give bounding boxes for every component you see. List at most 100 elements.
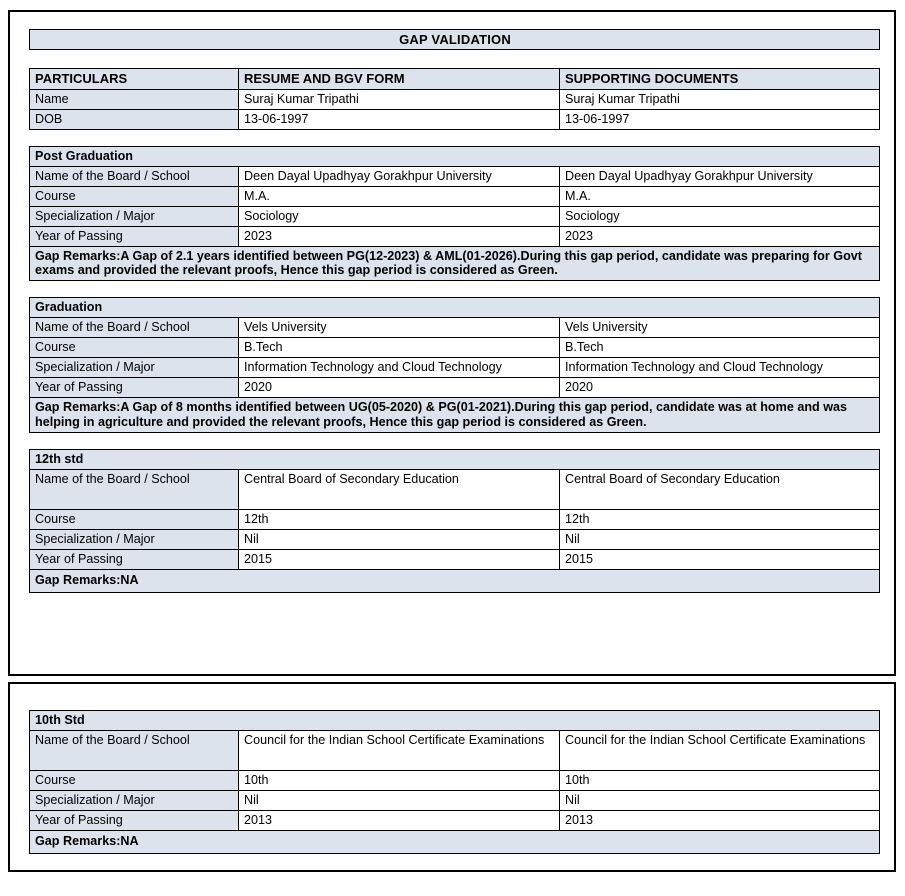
row-label-specialization: Specialization / Major	[29, 205, 239, 227]
table-row: Year of Passing 2023 2023	[29, 225, 881, 247]
table-row: Course 10th 10th	[29, 769, 881, 791]
cell-course-resume: B.Tech	[238, 337, 560, 359]
spacer	[29, 50, 875, 68]
section-heading: Post Graduation	[28, 145, 881, 167]
row-label-board: Name of the Board / School	[29, 317, 239, 339]
column-header-supporting: SUPPORTING DOCUMENTS	[559, 68, 880, 90]
table-row: Year of Passing 2013 2013	[29, 809, 881, 831]
cell-specialization-resume: Information Technology and Cloud Technol…	[238, 357, 560, 379]
cell-course-supporting: 12th	[558, 508, 881, 530]
row-label-year: Year of Passing	[29, 225, 239, 247]
table-row: Name of the Board / School Deen Dayal Up…	[29, 165, 881, 187]
cell-specialization-supporting: Sociology	[558, 205, 881, 227]
cell-board-resume: Central Board of Secondary Education	[238, 468, 560, 510]
cell-specialization-supporting: Nil	[558, 528, 881, 550]
column-header-resume: RESUME AND BGV FORM	[238, 68, 560, 90]
page-title: GAP VALIDATION	[29, 28, 880, 51]
cell-board-supporting: Central Board of Secondary Education	[558, 468, 881, 510]
table-row: Name of the Board / School Council for t…	[29, 729, 881, 771]
gap-remarks-row: Gap Remarks:A Gap of 8 months identified…	[28, 397, 881, 433]
cell-course-supporting: 10th	[558, 769, 881, 791]
cell-board-supporting: Vels University	[558, 317, 881, 339]
cell-name-resume: Suraj Kumar Tripathi	[238, 88, 560, 110]
cell-course-supporting: M.A.	[558, 185, 881, 207]
table-row: Specialization / Major Nil Nil	[29, 528, 881, 550]
particulars-table: PARTICULARS RESUME AND BGV FORM SUPPORTI…	[29, 68, 880, 130]
row-label-dob: DOB	[29, 108, 239, 130]
table-row: Year of Passing 2015 2015	[29, 548, 881, 570]
row-label-course: Course	[29, 508, 239, 530]
row-label-specialization: Specialization / Major	[29, 357, 239, 379]
table-row: Name of the Board / School Vels Universi…	[29, 317, 881, 339]
table-row: Name Suraj Kumar Tripathi Suraj Kumar Tr…	[29, 88, 880, 110]
section-heading-row: Post Graduation	[28, 145, 881, 167]
table-header-row: PARTICULARS RESUME AND BGV FORM SUPPORTI…	[29, 68, 880, 90]
cell-board-resume: Council for the Indian School Certificat…	[238, 729, 560, 771]
page-sheet-2: 10th Std Name of the Board / School Coun…	[8, 682, 896, 872]
row-label-board: Name of the Board / School	[29, 468, 239, 510]
gap-remarks-row: Gap Remarks:NA	[28, 568, 881, 593]
spacer	[29, 433, 875, 449]
gap-remarks: Gap Remarks:A Gap of 2.1 years identifie…	[28, 245, 881, 282]
row-label-name: Name	[29, 88, 239, 110]
cell-year-resume: 2020	[238, 377, 560, 399]
cell-board-supporting: Council for the Indian School Certificat…	[558, 729, 881, 771]
page-sheet-1: GAP VALIDATION PARTICULARS RESUME AND BG…	[8, 10, 896, 676]
section-heading-row: 10th Std	[28, 710, 881, 731]
cell-board-supporting: Deen Dayal Upadhyay Gorakhpur University	[558, 165, 881, 187]
gap-remarks: Gap Remarks:NA	[28, 568, 881, 593]
cell-specialization-resume: Nil	[238, 528, 560, 550]
row-label-course: Course	[29, 337, 239, 359]
cell-year-supporting: 2015	[558, 548, 881, 570]
cell-year-resume: 2023	[238, 225, 560, 247]
table-row: Course M.A. M.A.	[29, 185, 881, 207]
cell-specialization-resume: Sociology	[238, 205, 560, 227]
row-label-year: Year of Passing	[29, 377, 239, 399]
page-1-content: GAP VALIDATION PARTICULARS RESUME AND BG…	[10, 28, 894, 691]
gap-remarks-row: Gap Remarks:NA	[28, 829, 881, 854]
row-label-board: Name of the Board / School	[29, 165, 239, 187]
table-row: Specialization / Major Information Techn…	[29, 357, 881, 379]
cell-year-resume: 2013	[238, 809, 560, 831]
cell-dob-supporting: 13-06-1997	[559, 108, 880, 130]
section-table-graduation: Graduation Name of the Board / School Ve…	[28, 297, 881, 433]
spacer	[29, 130, 875, 146]
row-label-year: Year of Passing	[29, 809, 239, 831]
table-row: DOB 13-06-1997 13-06-1997	[29, 108, 880, 130]
column-header-particulars: PARTICULARS	[29, 68, 239, 90]
section-heading: 12th std	[28, 448, 881, 470]
cell-course-resume: 12th	[238, 508, 560, 530]
row-label-course: Course	[29, 185, 239, 207]
section-heading: Graduation	[28, 297, 881, 319]
table-row: GAP VALIDATION	[29, 28, 880, 51]
table-row: Name of the Board / School Central Board…	[29, 468, 881, 510]
cell-board-resume: Vels University	[238, 317, 560, 339]
cell-specialization-supporting: Information Technology and Cloud Technol…	[558, 357, 881, 379]
row-label-specialization: Specialization / Major	[29, 528, 239, 550]
cell-year-resume: 2015	[238, 548, 560, 570]
section-heading: 10th Std	[28, 710, 881, 731]
row-label-year: Year of Passing	[29, 548, 239, 570]
cell-board-resume: Deen Dayal Upadhyay Gorakhpur University	[238, 165, 560, 187]
cell-specialization-resume: Nil	[238, 789, 560, 811]
table-row: Course B.Tech B.Tech	[29, 337, 881, 359]
cell-course-resume: 10th	[238, 769, 560, 791]
cell-course-resume: M.A.	[238, 185, 560, 207]
section-table-10th: 10th Std Name of the Board / School Coun…	[28, 710, 881, 854]
document-title-block: GAP VALIDATION	[29, 28, 880, 51]
gap-remarks: Gap Remarks:A Gap of 8 months identified…	[28, 397, 881, 433]
section-heading-row: 12th std	[28, 448, 881, 470]
title-table: GAP VALIDATION	[29, 28, 880, 51]
gap-remarks: Gap Remarks:NA	[28, 829, 881, 854]
row-label-course: Course	[29, 769, 239, 791]
cell-year-supporting: 2020	[558, 377, 881, 399]
table-row: Course 12th 12th	[29, 508, 881, 530]
section-heading-row: Graduation	[28, 297, 881, 319]
spacer	[29, 281, 875, 297]
section-block-10th: 10th Std Name of the Board / School Coun…	[28, 710, 881, 854]
table-row: Specialization / Major Sociology Sociolo…	[29, 205, 881, 227]
cell-dob-resume: 13-06-1997	[238, 108, 560, 130]
row-label-specialization: Specialization / Major	[29, 789, 239, 811]
row-label-board: Name of the Board / School	[29, 729, 239, 771]
cell-year-supporting: 2023	[558, 225, 881, 247]
